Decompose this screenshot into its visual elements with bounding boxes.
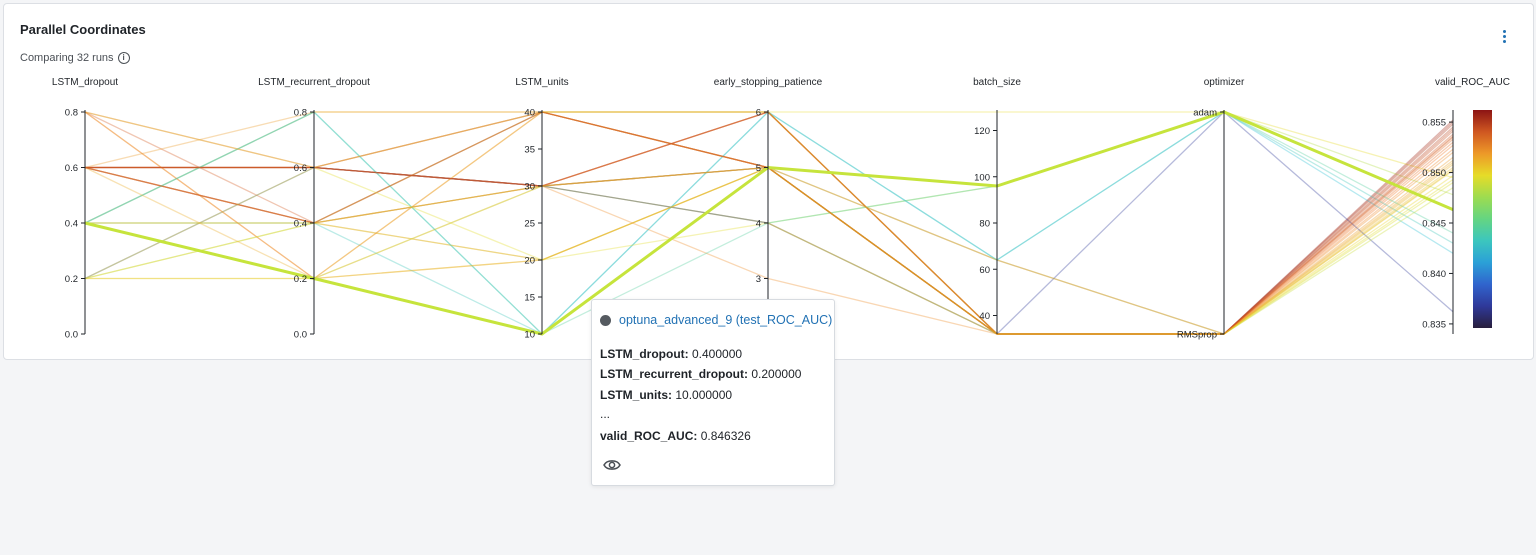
tick-label: 0.850 (1422, 168, 1446, 179)
run-tooltip: optuna_advanced_9 (test_ROC_AUC) LSTM_dr… (591, 299, 835, 486)
tick-label: 5 (756, 163, 761, 174)
tick-label: 120 (974, 126, 990, 137)
axis-title[interactable]: early_stopping_patience (714, 77, 823, 88)
axis-valid_ROC_AUC: valid_ROC_AUC 0.835 0.840 0.845 0.850 0.855 (1422, 77, 1510, 334)
tick-label: 3 (756, 274, 761, 285)
tooltip-row-label: LSTM_recurrent_dropout: (600, 367, 749, 381)
tooltip-row-value: 0.846326 (700, 429, 751, 443)
tick-label: 20 (524, 256, 535, 267)
tick-label: RMSprop (1177, 330, 1217, 341)
tick-label: 100 (974, 172, 990, 183)
tick-label: 15 (524, 293, 535, 304)
tick-label: 0.845 (1422, 219, 1446, 230)
tooltip-row: LSTM_recurrent_dropout: 0.200000 (600, 367, 801, 381)
tick-label: 0.4 (65, 219, 78, 230)
tick-label: 25 (524, 219, 535, 230)
tick-label: 0.6 (65, 163, 78, 174)
tick-label: 10 (524, 330, 535, 341)
tick-label: 0.6 (294, 163, 307, 174)
axis-early_stopping_patience: early_stopping_patience 3 4 5 6 (714, 77, 823, 334)
tooltip-header: optuna_advanced_9 (test_ROC_AUC) (600, 313, 832, 327)
tick-label: 0.4 (294, 219, 307, 230)
color-scale-bar (1473, 110, 1492, 328)
panel-title: Parallel Coordinates (20, 22, 146, 37)
tick-label: 0.2 (294, 274, 307, 285)
tooltip-row-label: valid_ROC_AUC: (600, 429, 698, 443)
tick-label: 0.8 (294, 108, 307, 119)
axis-optimizer: optimizer RMSprop adam (1177, 77, 1245, 341)
tick-label: 80 (979, 219, 990, 230)
axis-LSTM_dropout: LSTM_dropout 0.0 0.2 0.4 0.6 0.8 (52, 77, 118, 341)
tick-label: 0.855 (1422, 118, 1446, 129)
tick-label: 30 (524, 182, 535, 193)
run-name-link[interactable]: optuna_advanced_9 (test_ROC_AUC) (619, 313, 833, 327)
run-color-dot-icon (600, 314, 611, 326)
tick-label: 35 (524, 145, 535, 156)
axis-title[interactable]: LSTM_recurrent_dropout (258, 77, 370, 88)
tooltip-ellipsis: ... (600, 407, 610, 421)
tick-label: 0.0 (294, 330, 307, 341)
tooltip-row: valid_ROC_AUC: 0.846326 (600, 429, 751, 443)
run-line[interactable] (85, 111, 1454, 280)
tooltip-row: LSTM_dropout: 0.400000 (600, 347, 742, 361)
tooltip-row-value: 0.400000 (692, 347, 743, 361)
tick-label: 0.8 (65, 108, 78, 119)
tick-label: 4 (756, 219, 761, 230)
panel-subtitle: Comparing 32 runs i (20, 52, 130, 64)
tooltip-row: LSTM_units: 10.000000 (600, 388, 732, 402)
axis-title[interactable]: optimizer (1204, 77, 1245, 88)
run-line[interactable] (84, 111, 1454, 280)
tick-label: 6 (756, 108, 761, 119)
tooltip-row-value: 0.200000 (751, 367, 802, 381)
tooltip-row-label: LSTM_dropout: (600, 347, 689, 361)
axis-batch_size: batch_size 40 60 80 100 120 (973, 77, 1021, 334)
tooltip-ellipsis-text: ... (600, 407, 611, 421)
axis-LSTM_recurrent_dropout: LSTM_recurrent_dropout 0.0 0.2 0.4 0.6 0.8 (258, 77, 370, 341)
tick-label: 0.840 (1422, 269, 1446, 280)
tick-label: 0.2 (65, 274, 78, 285)
axis-title[interactable]: LSTM_dropout (52, 77, 118, 88)
tick-label: 40 (524, 108, 535, 119)
tick-label: 0.0 (65, 330, 78, 341)
kebab-menu-icon[interactable] (1501, 30, 1507, 48)
runs-count-text: Comparing 32 runs (20, 52, 114, 64)
tick-label: adam (1193, 108, 1217, 119)
eye-icon[interactable] (603, 458, 621, 472)
tooltip-row-label: LSTM_units: (600, 388, 672, 402)
info-icon[interactable]: i (117, 52, 130, 64)
tick-label: 0.835 (1422, 319, 1446, 330)
tick-label: 60 (979, 265, 990, 276)
tick-label: 40 (979, 311, 990, 322)
axis-title[interactable]: batch_size (973, 77, 1021, 88)
axis-title[interactable]: valid_ROC_AUC (1435, 77, 1510, 88)
tooltip-row-value: 10.000000 (675, 388, 733, 402)
axis-LSTM_units: LSTM_units 10 15 20 25 30 35 40 (515, 77, 568, 341)
axis-title[interactable]: LSTM_units (515, 77, 568, 88)
